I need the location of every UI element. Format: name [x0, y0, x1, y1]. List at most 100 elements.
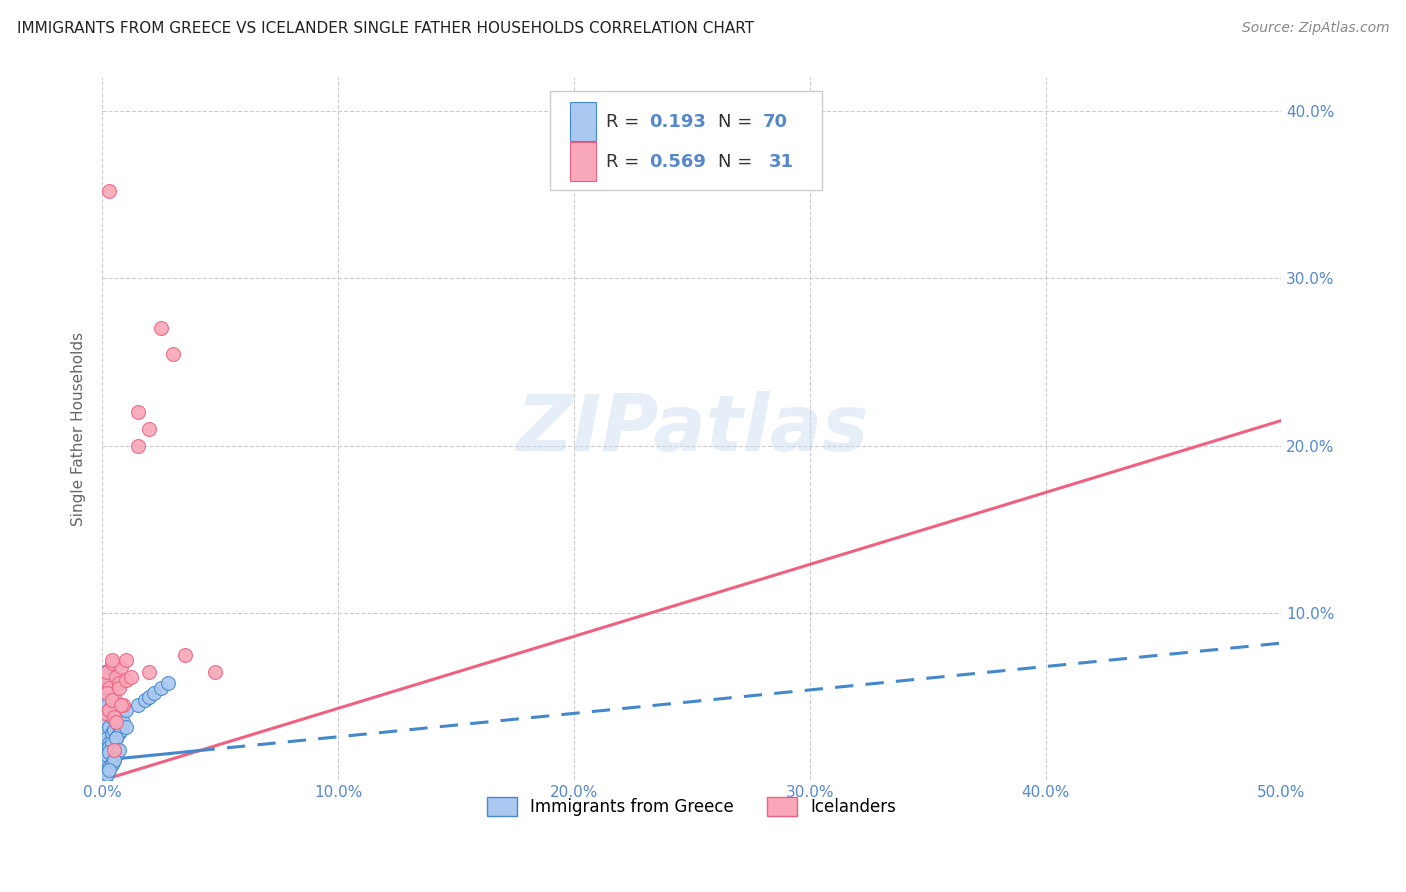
- Point: [96, 681, 118, 696]
- Point: [114, 703, 136, 717]
- Point: [100, 693, 122, 707]
- Point: [93, 673, 115, 687]
- Point: [98, 681, 121, 696]
- Text: R =: R =: [606, 112, 645, 131]
- Point: [98, 703, 121, 717]
- Text: ZIPatlas: ZIPatlas: [516, 391, 868, 467]
- Point: [100, 737, 122, 751]
- Point: [103, 743, 125, 757]
- Point: [96, 760, 118, 774]
- Point: [93, 706, 115, 721]
- Point: [103, 748, 125, 763]
- Point: [96, 764, 118, 778]
- Point: [105, 748, 128, 763]
- Point: [98, 720, 121, 734]
- Point: [100, 726, 122, 740]
- Point: [98, 760, 121, 774]
- Point: [107, 743, 129, 757]
- Point: [100, 753, 122, 767]
- Point: [98, 764, 121, 778]
- Point: [150, 681, 173, 696]
- Point: [98, 676, 121, 690]
- Text: 0.569: 0.569: [650, 153, 706, 170]
- Point: [98, 762, 121, 776]
- Point: [98, 753, 121, 767]
- Point: [93, 764, 115, 779]
- Point: [127, 439, 149, 453]
- Point: [173, 648, 195, 662]
- Point: [93, 673, 115, 687]
- Point: [138, 665, 160, 679]
- Point: [103, 709, 125, 723]
- Point: [138, 690, 160, 704]
- Point: [100, 756, 122, 771]
- Point: [138, 422, 160, 436]
- Point: [96, 743, 118, 757]
- Text: 70: 70: [762, 112, 787, 131]
- Point: [96, 714, 118, 729]
- Point: [103, 706, 125, 721]
- Point: [103, 753, 125, 767]
- Point: [100, 693, 122, 707]
- Point: [150, 321, 173, 335]
- Y-axis label: Single Father Households: Single Father Households: [72, 332, 86, 526]
- Point: [105, 714, 128, 729]
- Point: [93, 723, 115, 737]
- Point: [96, 681, 118, 696]
- Point: [96, 764, 118, 779]
- Point: [110, 659, 132, 673]
- Point: [93, 756, 115, 771]
- Point: [100, 656, 122, 670]
- Point: [96, 748, 118, 763]
- Point: [103, 690, 125, 704]
- Point: [93, 748, 115, 763]
- Point: [100, 653, 122, 667]
- Text: IMMIGRANTS FROM GREECE VS ICELANDER SINGLE FATHER HOUSEHOLDS CORRELATION CHART: IMMIGRANTS FROM GREECE VS ICELANDER SING…: [17, 21, 754, 36]
- Point: [93, 706, 115, 721]
- FancyBboxPatch shape: [571, 143, 596, 181]
- Point: [105, 731, 128, 746]
- FancyBboxPatch shape: [550, 92, 821, 190]
- Point: [107, 726, 129, 740]
- Text: N =: N =: [717, 112, 758, 131]
- Text: 0.193: 0.193: [650, 112, 706, 131]
- Text: N =: N =: [717, 153, 758, 170]
- Point: [100, 756, 122, 771]
- Point: [96, 766, 118, 780]
- Point: [103, 739, 125, 754]
- Text: R =: R =: [606, 153, 645, 170]
- Point: [100, 673, 122, 687]
- Point: [120, 669, 142, 683]
- Point: [107, 709, 129, 723]
- Point: [103, 669, 125, 683]
- Point: [96, 665, 118, 679]
- Point: [107, 676, 129, 690]
- Point: [98, 737, 121, 751]
- Point: [103, 723, 125, 737]
- Point: [127, 405, 149, 419]
- Point: [96, 731, 118, 746]
- Point: [93, 739, 115, 754]
- Point: [98, 756, 121, 771]
- Point: [112, 714, 135, 729]
- Point: [93, 665, 115, 679]
- Point: [98, 739, 121, 754]
- Text: Source: ZipAtlas.com: Source: ZipAtlas.com: [1241, 21, 1389, 35]
- Point: [114, 720, 136, 734]
- Point: [110, 723, 132, 737]
- Legend: Immigrants from Greece, Icelanders: Immigrants from Greece, Icelanders: [478, 789, 905, 825]
- Point: [105, 731, 128, 746]
- Point: [96, 748, 118, 763]
- Point: [103, 753, 125, 767]
- Point: [134, 693, 156, 707]
- Point: [93, 753, 115, 767]
- Point: [93, 768, 115, 782]
- Point: [114, 653, 136, 667]
- Point: [114, 673, 136, 687]
- Point: [110, 698, 132, 712]
- Point: [105, 714, 128, 729]
- Point: [112, 698, 135, 712]
- Point: [162, 346, 184, 360]
- Point: [98, 703, 121, 717]
- Point: [157, 676, 180, 690]
